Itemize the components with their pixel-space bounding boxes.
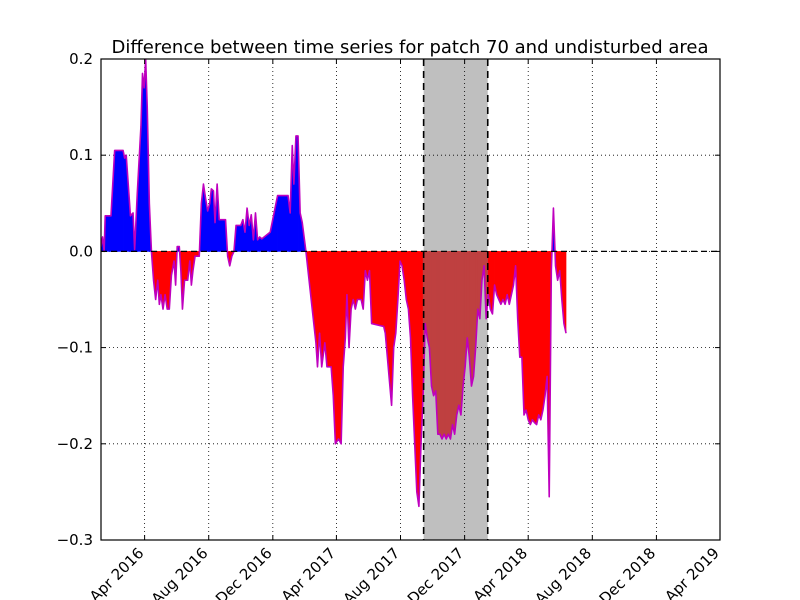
negative-area-segment — [527, 251, 531, 425]
negative-area-segment — [536, 251, 540, 425]
y-tick-label: −0.1 — [57, 339, 93, 357]
positive-area-segment — [218, 219, 226, 252]
axes-frame — [100, 58, 721, 541]
negative-area-segment — [431, 251, 434, 396]
negative-area-segment — [542, 251, 546, 411]
negative-area-segment — [445, 251, 449, 440]
negative-area-segment — [448, 251, 451, 440]
negative-area-segment — [326, 251, 332, 368]
negative-area-segment — [490, 251, 493, 315]
x-tick-label: Apr 2019 — [661, 544, 722, 600]
negative-area-segment — [498, 251, 502, 305]
y-tick-label: −0.2 — [57, 435, 93, 453]
x-tick-label: Apr 2018 — [470, 544, 531, 600]
negative-area-segment — [452, 251, 455, 435]
y-tick-label: 0.1 — [69, 146, 93, 164]
negative-area-segment — [437, 251, 441, 435]
series-line-layer — [101, 59, 720, 540]
negative-area-segment — [439, 251, 443, 440]
negative-area-segment — [534, 251, 537, 426]
x-tick-label: Aug 2018 — [531, 544, 595, 600]
series-line — [101, 59, 567, 508]
negative-area-segment — [523, 251, 527, 416]
y-tick-label: 0.0 — [69, 242, 93, 260]
x-tick-label: Dec 2016 — [212, 544, 276, 600]
negative-area-segment — [338, 251, 342, 444]
negative-area-segment — [530, 251, 533, 425]
negative-area-segment — [371, 251, 385, 327]
positive-area-segment — [277, 195, 289, 252]
negative-area-segment — [441, 251, 445, 440]
x-tick-label: Apr 2016 — [86, 544, 147, 600]
negative-area-segment — [454, 251, 458, 435]
negative-area-segment — [416, 251, 420, 507]
positive-area-segment — [235, 225, 242, 252]
negative-area-segment — [544, 251, 548, 396]
negative-area-segment — [357, 251, 362, 300]
negative-area-segment — [166, 251, 170, 310]
x-tick-label: Aug 2017 — [340, 544, 404, 600]
area-fill-layer — [101, 59, 567, 507]
negative-area-segment — [519, 251, 523, 358]
positive-area-segment — [104, 215, 112, 252]
negative-area-segment — [540, 251, 544, 420]
negative-area-segment — [538, 251, 542, 420]
x-tick-label: Apr 2017 — [278, 544, 339, 600]
positive-area-segment — [114, 150, 124, 252]
x-tick-label: Aug 2016 — [148, 544, 212, 600]
negative-area-segment — [335, 251, 339, 445]
negative-area-segment — [458, 251, 462, 416]
negative-area-segment — [456, 251, 460, 416]
y-tick-label: 0.2 — [69, 50, 93, 68]
axes-frame-layer — [100, 58, 721, 541]
negative-area-segment — [532, 251, 535, 424]
y-tick-label: −0.3 — [57, 531, 93, 549]
negative-area-segment — [184, 251, 189, 281]
negative-area-segment — [525, 251, 529, 420]
x-tick-label: Dec 2017 — [404, 544, 468, 600]
negative-area-segment — [502, 251, 506, 305]
x-tick-label: Dec 2018 — [596, 544, 660, 600]
negative-area-segment — [427, 251, 430, 348]
negative-area-segment — [496, 251, 500, 300]
negative-area-segment — [471, 251, 474, 387]
negative-area-segment — [443, 251, 447, 440]
negative-area-segment — [500, 251, 504, 305]
chart-title: Difference between time series for patch… — [112, 37, 709, 58]
negative-area-segment — [433, 251, 437, 396]
negative-area-segment — [450, 251, 453, 440]
